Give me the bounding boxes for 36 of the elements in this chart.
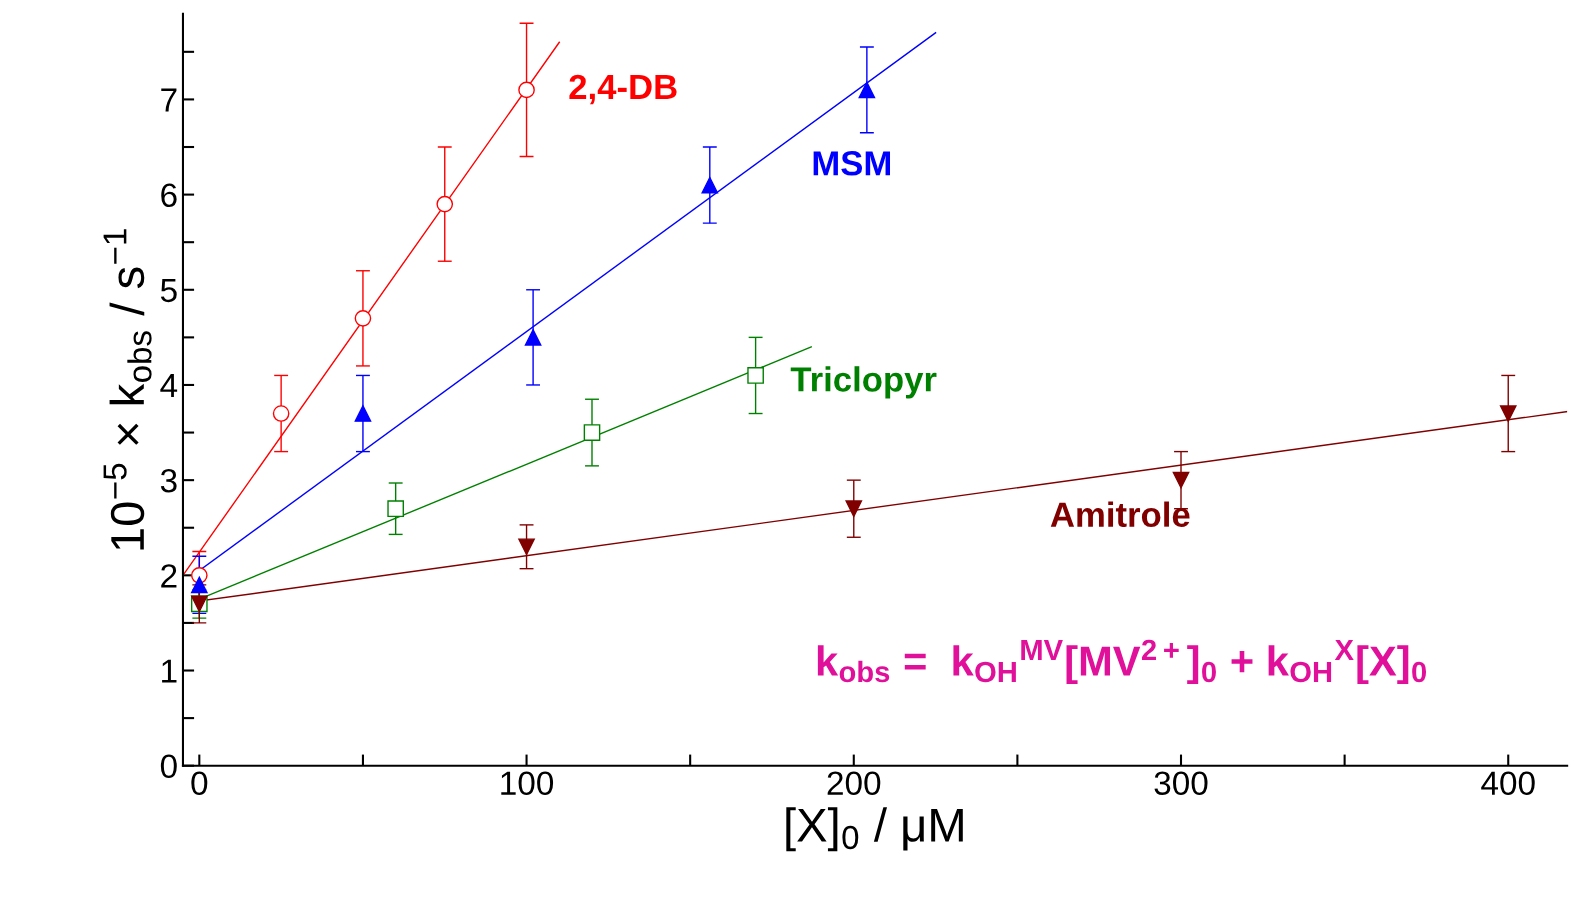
- point: [518, 538, 535, 556]
- point: [845, 500, 863, 518]
- point: [436, 195, 454, 213]
- point: [1499, 405, 1517, 422]
- x-tick-label: 400: [1481, 771, 1535, 796]
- y-tick-label: 5: [160, 278, 177, 303]
- series-label: MSM: [813, 151, 890, 176]
- point: [272, 405, 290, 422]
- x-axis-title: [X]$_{0}$ / μM: [786, 807, 963, 852]
- series-label: 2,4-DB: [569, 74, 677, 105]
- point: [190, 576, 208, 594]
- point: [1172, 471, 1190, 489]
- point: [524, 329, 542, 346]
- point: [354, 405, 372, 422]
- point: [518, 81, 535, 99]
- y-axis-title: 10$^{−5}$ × k$_{obs}$ / s$^{−1}$: [103, 229, 152, 550]
- y-tick-label: 4: [160, 374, 178, 398]
- text: k$_{obs}$ = k$_{OH}$$^{MV}$[MV$^{2+}$]$_{0}$ + k$_{OH}$$^{X}$[X]$_{0}$: [817, 639, 1427, 685]
- y-tick-label: 2: [161, 564, 177, 588]
- series-label: Amitrole: [1050, 501, 1190, 528]
- x-tick-label: 100: [501, 771, 554, 796]
- point: [701, 176, 719, 194]
- x-tick-label: 200: [827, 771, 881, 796]
- y-tick-label: 7: [161, 88, 177, 112]
- y-tick-label: 0: [160, 754, 177, 779]
- point: [387, 500, 404, 518]
- series-label: Triclopyr: [790, 366, 937, 399]
- x-tick-label: 300: [1154, 771, 1208, 796]
- point: [858, 81, 876, 99]
- y-tick-label: 3: [160, 468, 177, 493]
- x-tick-label: 0: [191, 771, 208, 796]
- point: [354, 310, 372, 327]
- y-tick-label: 6: [161, 183, 177, 208]
- y-tick-label: 1: [162, 659, 177, 683]
- point: [747, 367, 764, 384]
- point: [583, 424, 601, 441]
